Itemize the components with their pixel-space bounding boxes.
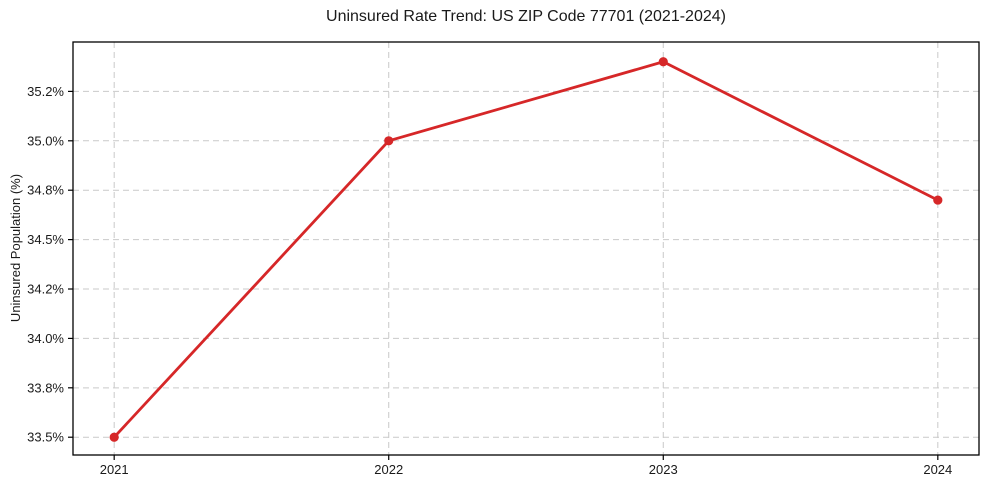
y-tick-label: 35.0%	[27, 133, 64, 148]
plot-border	[72, 41, 980, 456]
data-point-marker	[658, 57, 668, 67]
y-tick-label: 34.2%	[27, 282, 64, 297]
chart-title: Uninsured Rate Trend: US ZIP Code 77701 …	[326, 8, 726, 25]
y-axis-label-text: Uninsured Population (%)	[8, 173, 23, 323]
x-tick-label: 2023	[649, 462, 678, 477]
y-tick-label: 34.5%	[27, 232, 64, 247]
x-tick-label: 2021	[100, 462, 129, 477]
y-tick-label: 35.2%	[27, 84, 64, 99]
y-tick-label: 34.0%	[27, 331, 64, 346]
x-tick-label: 2022	[374, 462, 403, 477]
x-tick-label: 2024	[923, 462, 952, 477]
trend-line	[112, 60, 940, 439]
y-tick-label: 34.8%	[27, 183, 64, 198]
data-point-marker	[109, 432, 119, 442]
data-point-marker	[933, 195, 943, 205]
data-point-marker	[384, 136, 394, 146]
y-tick-label: 33.5%	[27, 430, 64, 445]
y-tick-label: 33.8%	[27, 380, 64, 395]
